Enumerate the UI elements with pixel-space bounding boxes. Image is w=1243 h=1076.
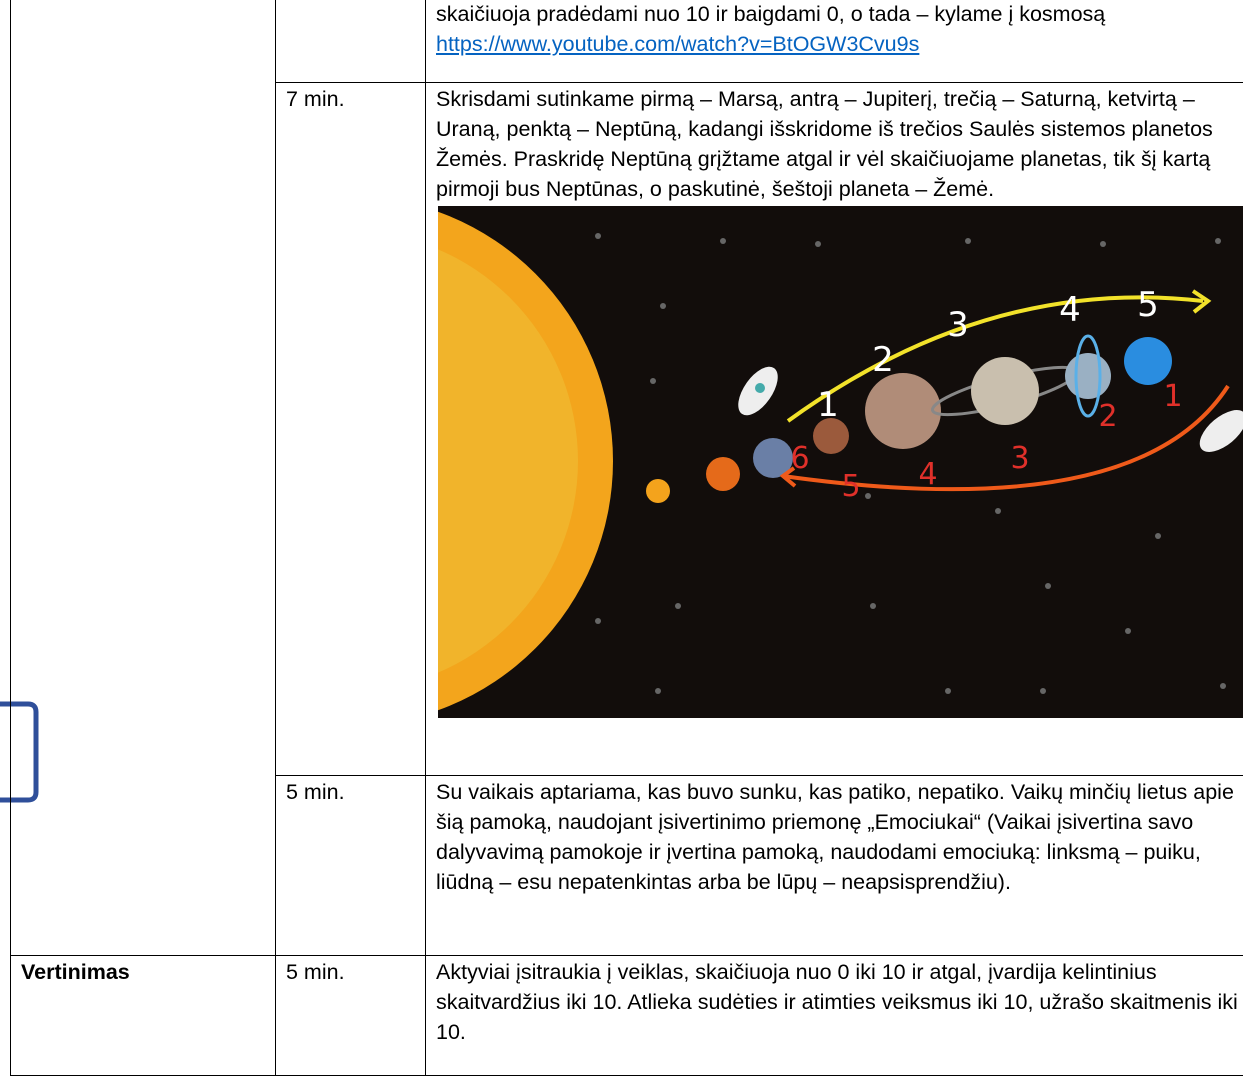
lesson-table: skaičiuoja pradėdami nuo 10 ir baigdami … [10, 0, 1243, 1076]
jupiter [865, 373, 941, 449]
section-label: Vertinimas [11, 955, 276, 1075]
activity-cell: Skrisdami sutinkame pirmą – Marsą, antrą… [426, 82, 1243, 775]
activity-cell: Aktyviai įsitraukia į veiklas, skaičiuoj… [426, 955, 1243, 1075]
image-label: 5 [1137, 285, 1159, 325]
planet [646, 479, 670, 503]
empty-cell [276, 0, 426, 82]
image-label: 2 [872, 340, 894, 380]
time-cell: 5 min. [276, 955, 426, 1075]
activity-cell: Su vaikais aptariama, kas buvo sunku, ka… [426, 775, 1243, 955]
image-label: 1 [817, 385, 839, 425]
image-label: 3 [947, 305, 969, 345]
image-label: 2 [1098, 399, 1117, 434]
page: skaičiuoja pradėdami nuo 10 ir baigdami … [0, 0, 1243, 1068]
video-link[interactable]: https://www.youtube.com/watch?v=BtOGW3Cv… [436, 32, 919, 56]
image-label: 4 [1059, 290, 1081, 330]
saturn [971, 357, 1039, 425]
image-label: 6 [790, 441, 809, 476]
activity-text: skaičiuoja pradėdami nuo 10 ir baigdami … [436, 2, 1105, 26]
image-label: 3 [1010, 441, 1029, 476]
activity-text: Skrisdami sutinkame pirmą – Marsą, antrą… [436, 84, 1243, 204]
image-label: 1 [1163, 379, 1182, 414]
planet [706, 457, 740, 491]
image-label: 4 [918, 457, 937, 492]
empty-cell [11, 0, 276, 955]
time-cell: 7 min. [276, 82, 426, 775]
neptune [1124, 337, 1172, 385]
image-label: 5 [841, 469, 860, 504]
activity-cell: skaičiuoja pradėdami nuo 10 ir baigdami … [426, 0, 1243, 82]
time-cell: 5 min. [276, 775, 426, 955]
uranus [1065, 353, 1111, 399]
